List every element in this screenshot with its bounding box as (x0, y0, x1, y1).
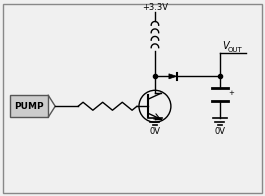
Text: V: V (222, 41, 228, 51)
Text: 0V: 0V (149, 127, 160, 136)
Text: +3.3V: +3.3V (142, 3, 168, 12)
Text: OUT: OUT (228, 47, 242, 53)
Text: +: + (229, 90, 235, 96)
Polygon shape (169, 74, 177, 79)
Bar (10, 95, 48, 117)
Text: PUMP: PUMP (15, 102, 44, 111)
Text: 0V: 0V (214, 127, 225, 136)
